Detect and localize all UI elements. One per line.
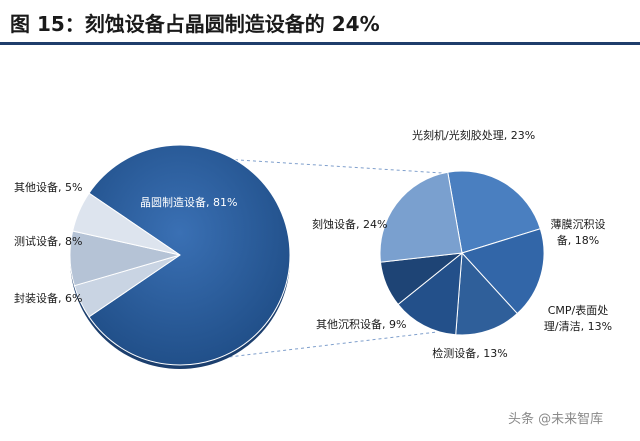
watermark: 头条 @未来智库	[508, 412, 604, 427]
sub-pie	[379, 170, 545, 336]
sub-pie-label-line: 理/清洁, 13%	[544, 320, 612, 333]
chart-title: 图 15：刻蚀设备占晶圆制造设备的 24%	[10, 12, 380, 36]
main-pie	[69, 144, 291, 369]
sub-pie-label-line: CMP/表面处	[548, 303, 609, 317]
main-pie-label-封装设备: 封装设备, 6%	[14, 291, 82, 305]
sub-pie-slice-薄膜沉积设备	[461, 228, 545, 315]
sub-pie-label-光刻机-光刻胶处理: 光刻机/光刻胶处理, 23%	[412, 128, 535, 142]
sub-pie-slice-CMP-表面处理-清洁	[455, 251, 518, 336]
main-pie-slice-晶圆制造设备	[88, 144, 291, 366]
sub-pie-label-检测设备: 检测设备, 13%	[432, 346, 507, 360]
sub-pie-slice-刻蚀设备	[379, 171, 463, 263]
sub-pie-slice-光刻机-光刻胶处理	[447, 170, 541, 254]
sub-pie-label-line: 其他沉积设备, 9%	[316, 317, 406, 331]
main-pie-slice-封装设备	[72, 192, 181, 256]
sub-pie-label-line: 薄膜沉积设	[551, 217, 606, 231]
main-pie-label-其他设备: 其他设备, 5%	[14, 180, 82, 194]
connector-line-top	[234, 159, 443, 174]
sub-pie-label-其他沉积设备: 其他沉积设备, 9%	[316, 317, 406, 331]
sub-pie-label-line: 刻蚀设备, 24%	[312, 217, 387, 231]
main-pie-labels: 晶圆制造设备, 81% 其他设备, 5% 测试设备, 8% 封装设备, 6%	[14, 180, 237, 305]
sub-pie-label-line: 备, 18%	[557, 233, 599, 247]
sub-pie-label-刻蚀设备: 刻蚀设备, 24%	[312, 217, 387, 231]
sub-pie-label-line: 光刻机/光刻胶处理, 23%	[412, 128, 535, 142]
main-pie-label-晶圆制造设备: 晶圆制造设备, 81%	[140, 195, 237, 209]
title-divider	[0, 42, 640, 45]
connector-line-bottom	[217, 331, 438, 359]
main-pie-label-测试设备: 测试设备, 8%	[14, 234, 82, 248]
sub-pie-label-line: 检测设备, 13%	[432, 346, 507, 360]
sub-pie-slice-检测设备	[397, 251, 463, 336]
connector-lines	[217, 159, 443, 359]
